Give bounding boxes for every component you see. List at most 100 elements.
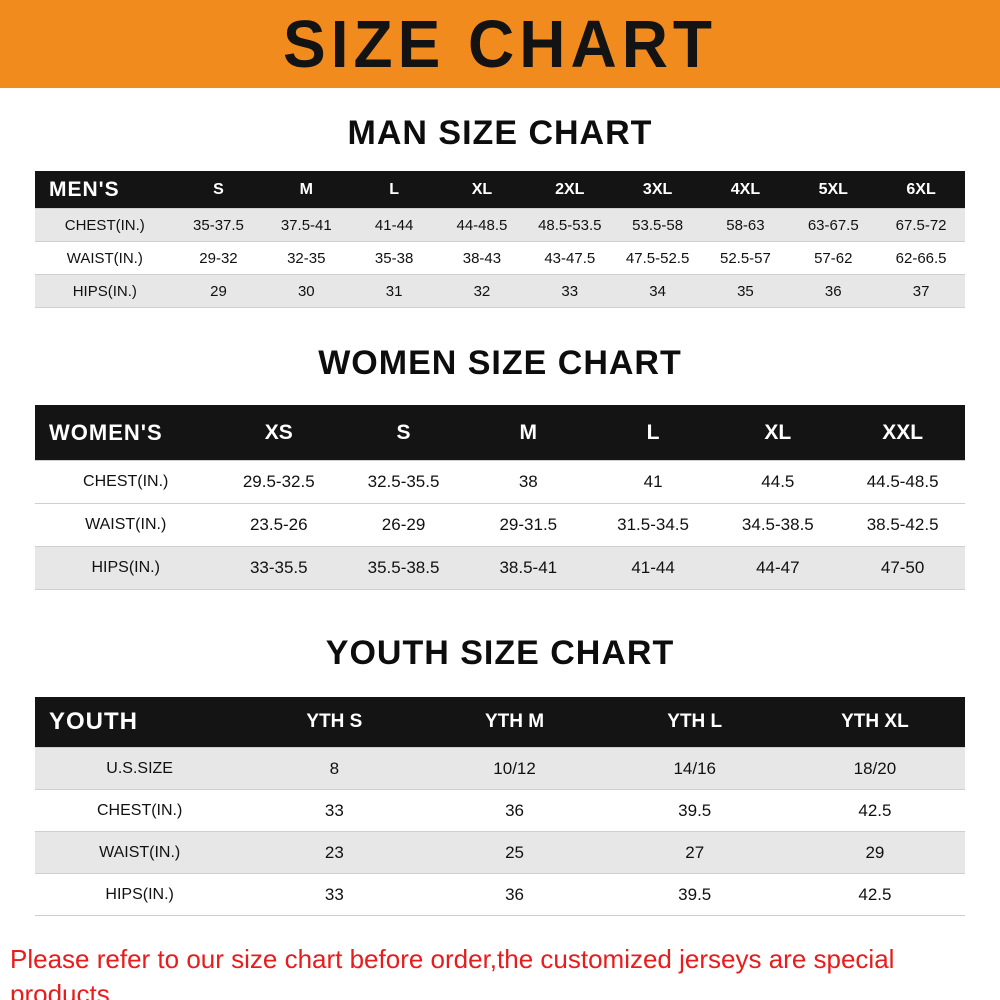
size-value: 31 (385, 282, 403, 300)
column-header: 6XL (877, 171, 965, 209)
table-row: CHEST(IN.) 33 36 39.5 42.5 (35, 789, 965, 832)
column-header: 2XL (525, 171, 614, 209)
table-title-cell: MEN'S (35, 171, 175, 209)
table-row: WAIST(IN.) 23.5-26 26-29 29-31.5 31.5-34.5 34… (35, 503, 965, 547)
size-value: 33-35.5 (249, 558, 308, 577)
table-row: HIPS(IN.) 33 36 39.5 42.5 (35, 873, 965, 916)
size-value: 29 (865, 842, 885, 862)
column-header: XL (438, 171, 526, 209)
size-value: 23 (324, 842, 344, 862)
size-value: 36 (505, 800, 525, 820)
column-header: S (341, 405, 466, 461)
row-label: CHEST(IN.) (64, 216, 145, 234)
size-value: 67.5-72 (895, 216, 947, 234)
header-row: YOUTH YTH S YTH M YTH L YTH XL (35, 697, 965, 748)
size-value: 32.5-35.5 (367, 472, 440, 491)
size-value: 38.5-41 (499, 558, 558, 577)
column-header: L (350, 171, 439, 209)
size-value: 35 (737, 282, 754, 300)
size-value: 29-32 (199, 249, 238, 267)
table-row: CHEST(IN.) 35-37.5 37.5-41 41-44 44-48.5 48.5… (35, 208, 965, 242)
size-value: 31.5-34.5 (617, 515, 689, 534)
men-size-section: MAN SIZE CHART MEN'S S M L XL 2XL 3XL 4XL 5XL 6XL… (0, 114, 1000, 308)
row-label: WAIST(IN.) (66, 249, 143, 267)
size-value: 41-44 (631, 558, 675, 577)
women-size-section: WOMEN SIZE CHART WOMEN'S XS S M L XL XXL CHEST(… (0, 344, 1000, 590)
column-header: YTH L (604, 697, 785, 748)
size-value: 47-50 (880, 558, 925, 577)
column-header: YTH XL (784, 697, 965, 748)
size-value: 23.5-26 (249, 515, 308, 534)
column-header: XS (216, 405, 342, 461)
size-value: 44-47 (756, 558, 800, 577)
size-value: 39.5 (678, 800, 712, 820)
size-value: 35.5-38.5 (367, 558, 440, 577)
column-header: S (174, 171, 263, 209)
size-value: 42.5 (858, 800, 892, 820)
column-header: 5XL (789, 171, 878, 209)
size-value: 33 (324, 800, 344, 820)
size-value: 32-35 (287, 249, 326, 267)
size-value: 37.5-41 (280, 216, 332, 234)
size-value: 43-47.5 (544, 249, 596, 267)
table-row: WAIST(IN.) 23 25 27 29 (35, 831, 965, 874)
size-value: 34 (649, 282, 666, 300)
table-row: CHEST(IN.) 29.5-32.5 32.5-35.5 38 41 44.5 44.5… (35, 460, 965, 504)
table-title-cell: WOMEN'S (35, 405, 217, 461)
footer-note-line: Please refer to our size chart before or… (10, 944, 895, 1000)
table-title-cell: YOUTH (35, 697, 245, 748)
column-header: YTH S (244, 697, 425, 748)
size-value: 32 (473, 282, 491, 300)
size-value: 53.5-58 (632, 216, 684, 234)
size-value: 38.5-42.5 (866, 515, 939, 534)
size-value: 52.5-57 (719, 249, 771, 267)
men-size-table: MEN'S S M L XL 2XL 3XL 4XL 5XL 6XL CHEST(IN.) 35-37… (35, 171, 965, 308)
table-row: U.S.SIZE 8 10/12 14/16 18/20 (35, 747, 965, 790)
size-value: 29-31.5 (499, 515, 558, 534)
row-label: U.S.SIZE (106, 759, 173, 777)
size-value: 48.5-53.5 (538, 216, 602, 234)
size-value: 25 (505, 842, 525, 862)
row-label: HIPS(IN.) (72, 282, 137, 300)
size-value: 38 (518, 472, 538, 491)
women-size-table: WOMEN'S XS S M L XL XXL CHEST(IN.) 29.5-32.5 32.5… (35, 405, 965, 590)
column-header: L (590, 405, 716, 461)
column-header: YTH M (424, 697, 605, 748)
size-value: 39.5 (678, 884, 712, 904)
size-value: 41 (643, 472, 663, 491)
column-header: M (262, 171, 351, 209)
size-value: 26-29 (381, 515, 426, 534)
size-value: 34.5-38.5 (741, 515, 814, 534)
row-label: WAIST(IN.) (85, 516, 167, 533)
size-value: 44.5 (761, 472, 795, 491)
youth-section-heading: YOUTH SIZE CHART (325, 634, 675, 672)
column-header: XXL (840, 405, 965, 461)
youth-size-section: YOUTH SIZE CHART YOUTH YTH S YTH M YTH L YTH… (0, 634, 1000, 916)
row-label: HIPS(IN.) (105, 885, 174, 903)
column-header: 4XL (701, 171, 790, 209)
size-value: 30 (297, 282, 315, 300)
size-value: 44-48.5 (456, 216, 508, 234)
size-value: 37 (912, 282, 930, 300)
size-value: 33 (324, 884, 344, 904)
women-section-heading: WOMEN SIZE CHART (318, 344, 682, 382)
size-value: 62-66.5 (895, 249, 947, 267)
column-header: XL (715, 405, 841, 461)
table-row: WAIST(IN.) 29-32 32-35 35-38 38-43 43-47.5 47.… (35, 241, 965, 275)
size-value: 36 (505, 884, 525, 904)
header-row: WOMEN'S XS S M L XL XXL (35, 405, 965, 461)
size-value: 35-37.5 (193, 216, 244, 234)
banner-title: SIZE CHART (283, 6, 717, 82)
size-value: 27 (685, 842, 705, 862)
table-row: HIPS(IN.) 33-35.5 35.5-38.5 38.5-41 41-44 44-… (35, 546, 965, 590)
size-value: 35-38 (374, 249, 414, 267)
row-label: CHEST(IN.) (83, 473, 169, 490)
size-value: 41-44 (374, 216, 414, 234)
size-value: 44.5-48.5 (866, 472, 939, 491)
column-header: M (465, 405, 591, 461)
size-value: 63-67.5 (807, 216, 859, 234)
banner: SIZE CHART (0, 0, 1000, 88)
size-value: 10/12 (493, 758, 536, 778)
size-value: 36 (824, 282, 842, 300)
